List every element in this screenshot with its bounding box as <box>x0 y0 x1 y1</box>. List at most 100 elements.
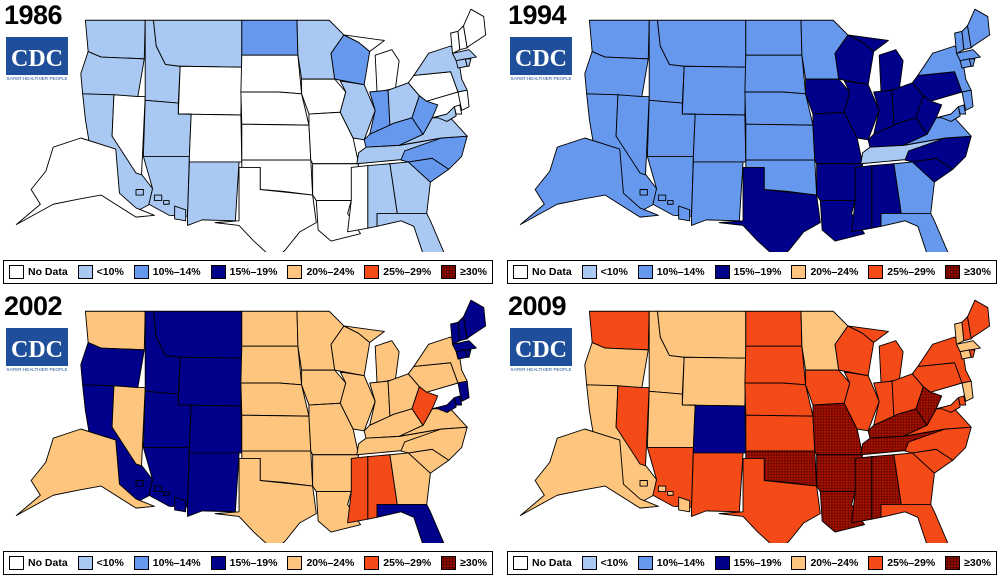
state-tx <box>214 457 317 543</box>
map-2009 <box>519 299 991 543</box>
panel-2009: 2009 CDC SAFER·HEALTHIER·PEOPLE No Data <… <box>504 291 1000 582</box>
legend-swatch <box>210 265 226 279</box>
legend-label: 20%–24% <box>810 557 859 569</box>
state-hi <box>639 189 691 222</box>
state-wy <box>681 65 747 116</box>
state-ks <box>745 123 816 161</box>
state-nd <box>241 19 299 56</box>
state-mi <box>847 34 904 93</box>
legend-item-c1: <10% <box>581 556 628 570</box>
state-mt <box>153 19 243 68</box>
state-ms <box>851 456 873 524</box>
legend-swatch <box>714 556 730 570</box>
legend-label: 25%–29% <box>383 266 432 278</box>
state-me <box>463 299 487 340</box>
state-sd <box>240 54 303 95</box>
cdc-logo: CDC SAFER·HEALTHIER·PEOPLE <box>510 37 572 82</box>
legend-label: ≥30% <box>964 557 991 569</box>
state-nd <box>745 19 803 56</box>
legend-label: <10% <box>96 557 124 569</box>
legend-label: 15%–19% <box>229 557 278 569</box>
logo-tagline: SAFER·HEALTHIER·PEOPLE <box>511 76 572 81</box>
legend-label: ≥30% <box>964 266 991 278</box>
legend-item-c6: ≥30% <box>441 265 487 279</box>
state-wy <box>177 356 243 407</box>
legend-label: 20%–24% <box>810 266 859 278</box>
state-tx <box>718 166 821 252</box>
legend: No Data <10% 10%–14% 15%–19% 20%–24% 25%–29% ≥… <box>507 551 997 575</box>
legend-swatch <box>210 556 226 570</box>
state-ms <box>851 165 873 233</box>
legend-swatch <box>791 265 807 279</box>
legend-item-c2: 10%–14% <box>133 265 201 279</box>
legend-label: 10%–14% <box>656 557 705 569</box>
legend-swatch <box>791 556 807 570</box>
state-ma <box>452 49 477 62</box>
legend: No Data <10% 10%–14% 15%–19% 20%–24% 25%–29% ≥… <box>3 551 493 575</box>
legend-swatch <box>945 265 961 279</box>
state-ne <box>744 91 814 126</box>
logo-text: CDC <box>515 337 567 363</box>
state-nj <box>961 380 974 402</box>
state-or <box>80 342 145 389</box>
state-wy <box>177 65 243 116</box>
state-ny <box>917 336 972 384</box>
legend-item-none: No Data <box>8 265 68 279</box>
legend-item-c1: <10% <box>77 556 124 570</box>
state-ma <box>452 340 477 353</box>
state-ia <box>805 369 851 406</box>
state-sd <box>744 54 807 95</box>
panel-1994: 1994 CDC SAFER·HEALTHIER·PEOPLE No Data <… <box>504 0 1000 291</box>
legend-swatch <box>868 556 884 570</box>
legend-label: <10% <box>96 266 124 278</box>
logo-tagline: SAFER·HEALTHIER·PEOPLE <box>511 367 572 372</box>
legend-label: No Data <box>531 266 572 278</box>
legend-item-c6: ≥30% <box>441 556 487 570</box>
state-ny <box>413 336 468 384</box>
legend-item-c2: 10%–14% <box>637 265 705 279</box>
legend-item-c4: 20%–24% <box>791 265 858 279</box>
legend-swatch <box>287 265 303 279</box>
state-ga <box>893 452 935 505</box>
state-ak <box>519 137 659 225</box>
state-ak <box>15 137 155 225</box>
legend-swatch <box>77 556 93 570</box>
legend-item-c5: 25%–29% <box>364 265 431 279</box>
legend-label: 10%–14% <box>656 266 705 278</box>
panel-1986: 1986 CDC SAFER·HEALTHIER·PEOPLE No Data <… <box>0 0 496 291</box>
state-ms <box>347 165 369 233</box>
state-or <box>80 51 145 98</box>
state-wa <box>588 19 650 60</box>
legend-label: 15%–19% <box>733 266 782 278</box>
logo-text: CDC <box>11 337 63 363</box>
legend-item-c6: ≥30% <box>945 265 991 279</box>
legend-swatch <box>868 265 884 279</box>
state-sd <box>744 345 807 386</box>
state-ia <box>301 78 347 115</box>
legend-item-c1: <10% <box>77 265 124 279</box>
legend-swatch <box>77 265 93 279</box>
state-fl <box>880 212 949 252</box>
state-ma <box>956 340 981 353</box>
state-md <box>431 106 457 122</box>
map-1986 <box>15 8 487 252</box>
state-wa <box>84 19 146 60</box>
state-nd <box>745 310 803 347</box>
state-nv <box>615 94 650 176</box>
legend: No Data <10% 10%–14% 15%–19% 20%–24% 25%–29% ≥… <box>3 260 493 284</box>
state-nd <box>241 310 299 347</box>
state-nj <box>961 89 974 111</box>
state-me <box>967 8 991 49</box>
state-hi <box>639 480 691 513</box>
state-ny <box>917 45 972 93</box>
state-ak <box>519 428 659 516</box>
legend-swatch <box>8 556 24 570</box>
state-mi <box>343 325 400 384</box>
state-ak <box>15 428 155 516</box>
legend-item-c5: 25%–29% <box>868 265 935 279</box>
legend-item-c4: 20%–24% <box>287 265 354 279</box>
legend-item-c1: <10% <box>581 265 628 279</box>
legend-swatch <box>441 556 457 570</box>
legend-swatch <box>714 265 730 279</box>
year-label: 1994 <box>508 0 567 30</box>
